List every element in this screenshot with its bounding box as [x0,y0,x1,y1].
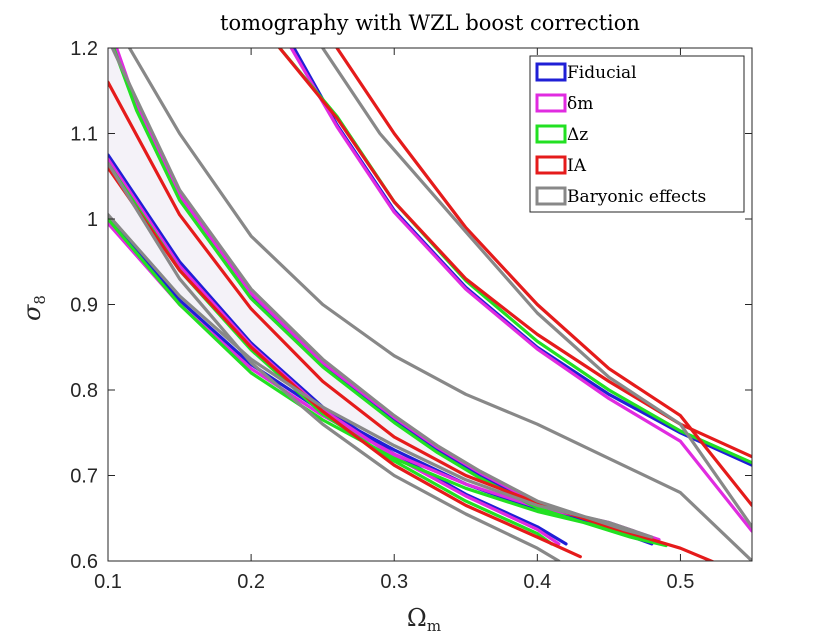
contour-line-1-2 [289,48,752,533]
legend-label: Baryonic effects [567,187,706,207]
x-tick-label: 0.3 [380,571,408,593]
legend-entry: IA [535,155,587,176]
x-tick-label: 0.2 [237,571,265,593]
contour-line-3-1 [108,166,582,559]
svg-text:σ8: σ8 [18,295,49,321]
axis-ticks: 0.1 0.2 0.3 0.4 0.5 0.6 0.7 0.8 0.9 1 1.1 1.2 [70,38,752,593]
contour-line-2-0 [108,48,668,548]
contour-line-4-0 [108,48,654,539]
y-tick-label: 1.2 [70,38,98,60]
x-tick-label: 0.4 [523,571,551,593]
legend-entry: Δz [535,124,588,145]
svg-text:Ωm: Ωm [407,604,441,635]
contour-line-1-1 [108,157,561,546]
y-tick-label: 0.6 [70,551,98,573]
legend-label: IA [567,156,587,176]
legend-label: Fiducial [567,63,637,83]
chart-title: tomography with WZL boost correction [220,11,640,35]
x-axis-label: Ωm [407,604,441,635]
contour-line-0-1 [108,153,568,546]
y-axis-label-main: σ [18,304,46,321]
legend-swatch [535,155,567,175]
x-tick-label: 0.1 [94,571,122,593]
contour-line-4-2 [127,48,752,561]
legend-swatch [535,62,567,82]
legend-entry: δm [535,93,593,114]
y-axis-label-sub: 8 [31,295,49,305]
y-tick-label: 1.1 [70,124,98,146]
y-tick-label: 0.9 [70,295,98,317]
x-axis-label-sub: m [427,617,441,635]
contour-lines [108,48,752,561]
legend-label: δm [567,94,593,114]
contour-line-3-3 [335,48,752,507]
legend-swatch [535,93,567,113]
y-tick-label: 1 [87,209,98,231]
y-tick-label: 0.7 [70,466,98,488]
legend-swatch [535,124,567,144]
series-baryonic-effects [108,48,752,561]
legend-items: Fiducial δm Δz IA Baryonic effects [535,62,706,207]
x-axis-label-main: Ω [407,604,427,632]
fiducial-region-fill [108,48,652,544]
confidence-fill [108,48,652,544]
legend-swatch [535,186,567,206]
x-tick-label: 0.5 [667,571,695,593]
legend: Fiducial δm Δz IA Baryonic effects [529,55,745,213]
y-tick-label: 0.8 [70,380,98,402]
contour-line-4-1 [108,161,561,561]
legend-entry: Baryonic effects [535,186,706,207]
legend-entry: Fiducial [535,62,637,83]
legend-label: Δz [567,125,588,145]
y-axis-label: σ8 [18,295,49,321]
contour-line-3-0 [108,80,716,561]
contour-line-4-3 [321,48,752,529]
series-ia [108,48,752,561]
